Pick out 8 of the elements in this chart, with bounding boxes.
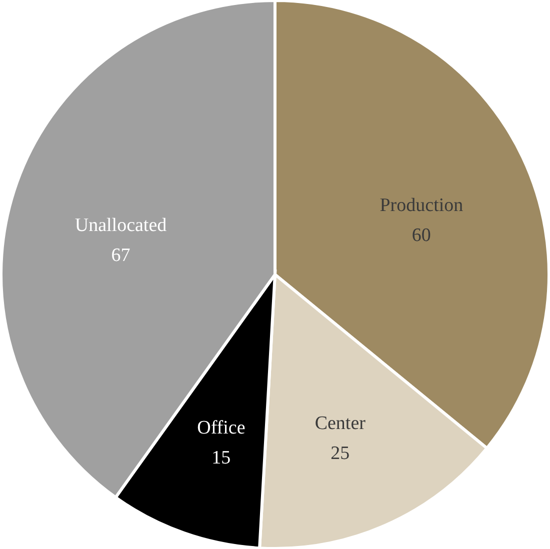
data-label: 60 xyxy=(412,225,431,246)
data-label: 67 xyxy=(111,245,130,266)
data-label: 25 xyxy=(330,442,350,464)
slice-label: Unallocated xyxy=(74,215,168,236)
data-label: 15 xyxy=(212,447,231,468)
slice-label: Center xyxy=(314,412,366,434)
slice-label: Production xyxy=(380,195,464,216)
slice-label: Office xyxy=(197,417,246,438)
